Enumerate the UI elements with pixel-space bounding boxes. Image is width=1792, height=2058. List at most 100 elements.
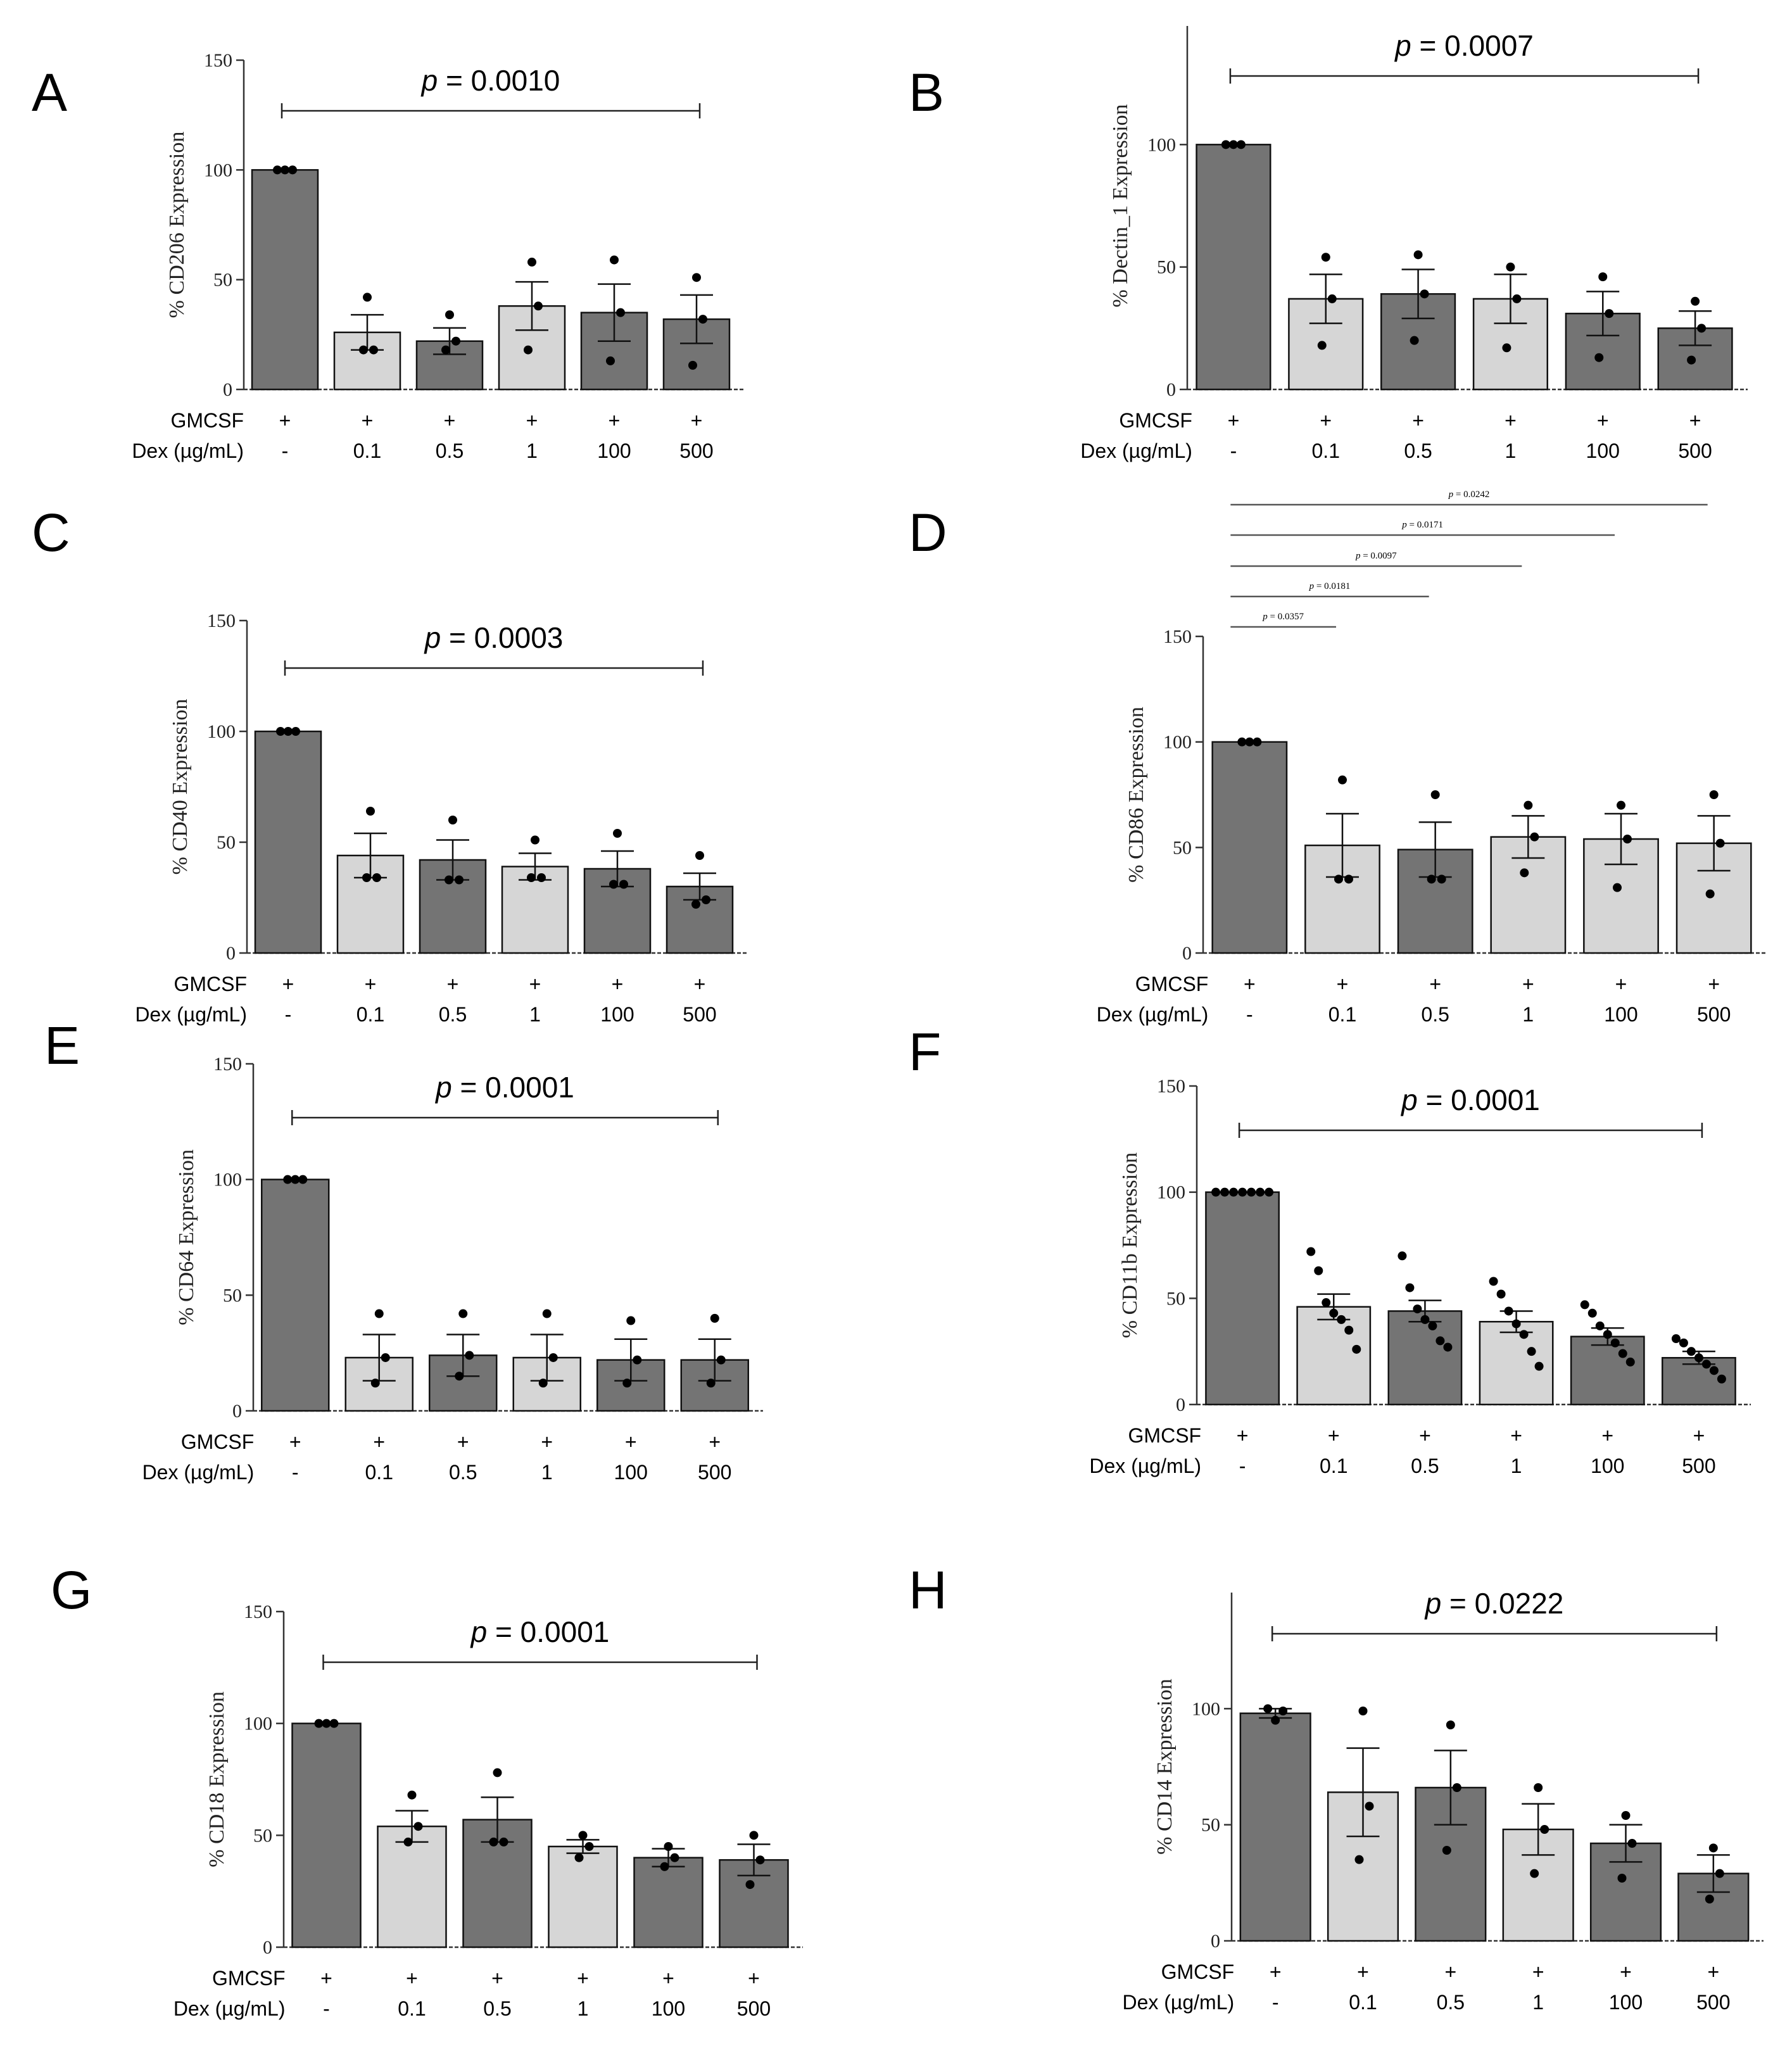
- y-axis-label: % CD14 Expression: [1153, 1679, 1177, 1855]
- data-point: [284, 727, 293, 736]
- p-value-label: p = 0.0357: [1262, 612, 1304, 622]
- panel-letter: D: [909, 503, 947, 562]
- dex-value: 100: [1609, 1991, 1643, 2014]
- data-point: [1587, 1308, 1597, 1318]
- gmcsf-value: +: [282, 973, 294, 995]
- data-point: [1598, 272, 1608, 282]
- data-point: [458, 1309, 468, 1318]
- data-point: [1442, 1846, 1451, 1855]
- dex-value: 500: [737, 1997, 771, 2020]
- error-bar: [1346, 1747, 1380, 1838]
- data-point: [1321, 253, 1330, 262]
- panel-letter: F: [909, 1022, 941, 1082]
- data-point: [1420, 289, 1429, 299]
- y-tick-label: 100: [213, 1170, 242, 1190]
- error-bar: [1679, 310, 1712, 346]
- dex-value: 100: [597, 439, 631, 462]
- y-tick-label: 50: [1201, 1815, 1220, 1836]
- data-point: [283, 1175, 293, 1184]
- dex-row-label: Dex (µg/mL): [135, 1003, 247, 1026]
- data-point: [369, 345, 378, 355]
- error-bar: [1401, 268, 1435, 320]
- p-value-label: p = 0.0003: [424, 621, 564, 654]
- gmcsf-value: +: [612, 973, 624, 995]
- chart-panel-f: F 0 50 100 150 % CD11b Expression + - +0.1 +0.5 +1…: [909, 1022, 1751, 1477]
- data-point: [291, 727, 300, 736]
- data-point: [362, 873, 371, 882]
- dex-value: 500: [1678, 439, 1712, 462]
- bar: [548, 1845, 618, 1948]
- error-bar: [515, 281, 548, 331]
- y-tick-label: 50: [1166, 1288, 1185, 1309]
- dex-row-label: Dex (µg/mL): [1089, 1455, 1201, 1477]
- data-point: [527, 257, 536, 267]
- data-point: [1530, 1869, 1539, 1878]
- data-point: [542, 1309, 552, 1318]
- y-tick-label: 100: [1163, 732, 1192, 753]
- data-point: [499, 1837, 508, 1847]
- data-point: [537, 873, 546, 882]
- gmcsf-value: +: [1597, 409, 1609, 432]
- gmcsf-value: +: [365, 973, 377, 995]
- data-point: [1717, 1374, 1726, 1384]
- gmcsf-value: +: [691, 409, 703, 432]
- data-point: [1452, 1783, 1461, 1792]
- data-point: [291, 1175, 300, 1184]
- dex-row-label: Dex (µg/mL): [132, 439, 244, 462]
- p-value-label: p = 0.0001: [470, 1615, 610, 1648]
- data-point: [1627, 1839, 1637, 1848]
- y-tick-label: 150: [1163, 626, 1192, 647]
- dex-value: 500: [679, 439, 713, 462]
- dex-value: -: [1230, 439, 1237, 462]
- data-point: [1446, 1720, 1455, 1729]
- data-point: [664, 1842, 673, 1851]
- gmcsf-value: +: [373, 1430, 385, 1453]
- data-point: [1329, 1308, 1339, 1318]
- data-point: [1534, 1361, 1544, 1371]
- data-point: [1671, 1334, 1681, 1344]
- gmcsf-value: +: [444, 409, 456, 432]
- gmcsf-value: +: [694, 973, 706, 995]
- dex-value: 100: [614, 1461, 648, 1484]
- data-point: [1511, 1319, 1521, 1329]
- dex-value: 0.1: [1320, 1455, 1347, 1477]
- data-point: [1327, 294, 1337, 303]
- error-bar: [737, 1843, 771, 1877]
- data-point: [1211, 1187, 1221, 1197]
- y-tick-label: 0: [226, 943, 236, 964]
- data-point: [322, 1719, 331, 1728]
- dex-value: 0.1: [1349, 1991, 1377, 2014]
- y-tick-label: 150: [213, 1054, 242, 1075]
- dex-value: 100: [1604, 1003, 1637, 1026]
- data-point: [1352, 1344, 1361, 1354]
- gmcsf-value: +: [709, 1430, 721, 1453]
- data-point: [489, 1837, 498, 1847]
- y-tick-label: 50: [1157, 257, 1176, 278]
- data-point: [527, 873, 536, 882]
- data-point: [1322, 1298, 1331, 1308]
- dex-row-label: Dex (µg/mL): [1080, 439, 1192, 462]
- dex-value: -: [1239, 1455, 1246, 1477]
- gmcsf-value: +: [1429, 973, 1441, 995]
- data-point: [1334, 874, 1343, 884]
- y-tick-label: 0: [223, 379, 232, 400]
- data-point: [1580, 1300, 1589, 1310]
- bar: [251, 169, 319, 391]
- data-point: [1540, 1825, 1549, 1834]
- dex-row-label: Dex (µg/mL): [1122, 1991, 1234, 2014]
- gmcsf-value: +: [1689, 409, 1701, 432]
- data-point: [455, 875, 464, 885]
- data-point: [1354, 1855, 1364, 1864]
- data-point: [1595, 1321, 1605, 1330]
- dex-value: 500: [1697, 1003, 1731, 1026]
- data-point: [1430, 790, 1440, 799]
- gmcsf-value: +: [320, 1967, 332, 1990]
- dex-value: -: [323, 1997, 330, 2020]
- data-point: [548, 1353, 558, 1362]
- y-axis-label: % CD40 Expression: [168, 699, 192, 875]
- data-point: [1344, 1325, 1354, 1335]
- error-bar: [1511, 815, 1545, 859]
- y-tick-label: 100: [204, 160, 232, 180]
- data-point: [1271, 1715, 1280, 1725]
- bar: [501, 866, 569, 954]
